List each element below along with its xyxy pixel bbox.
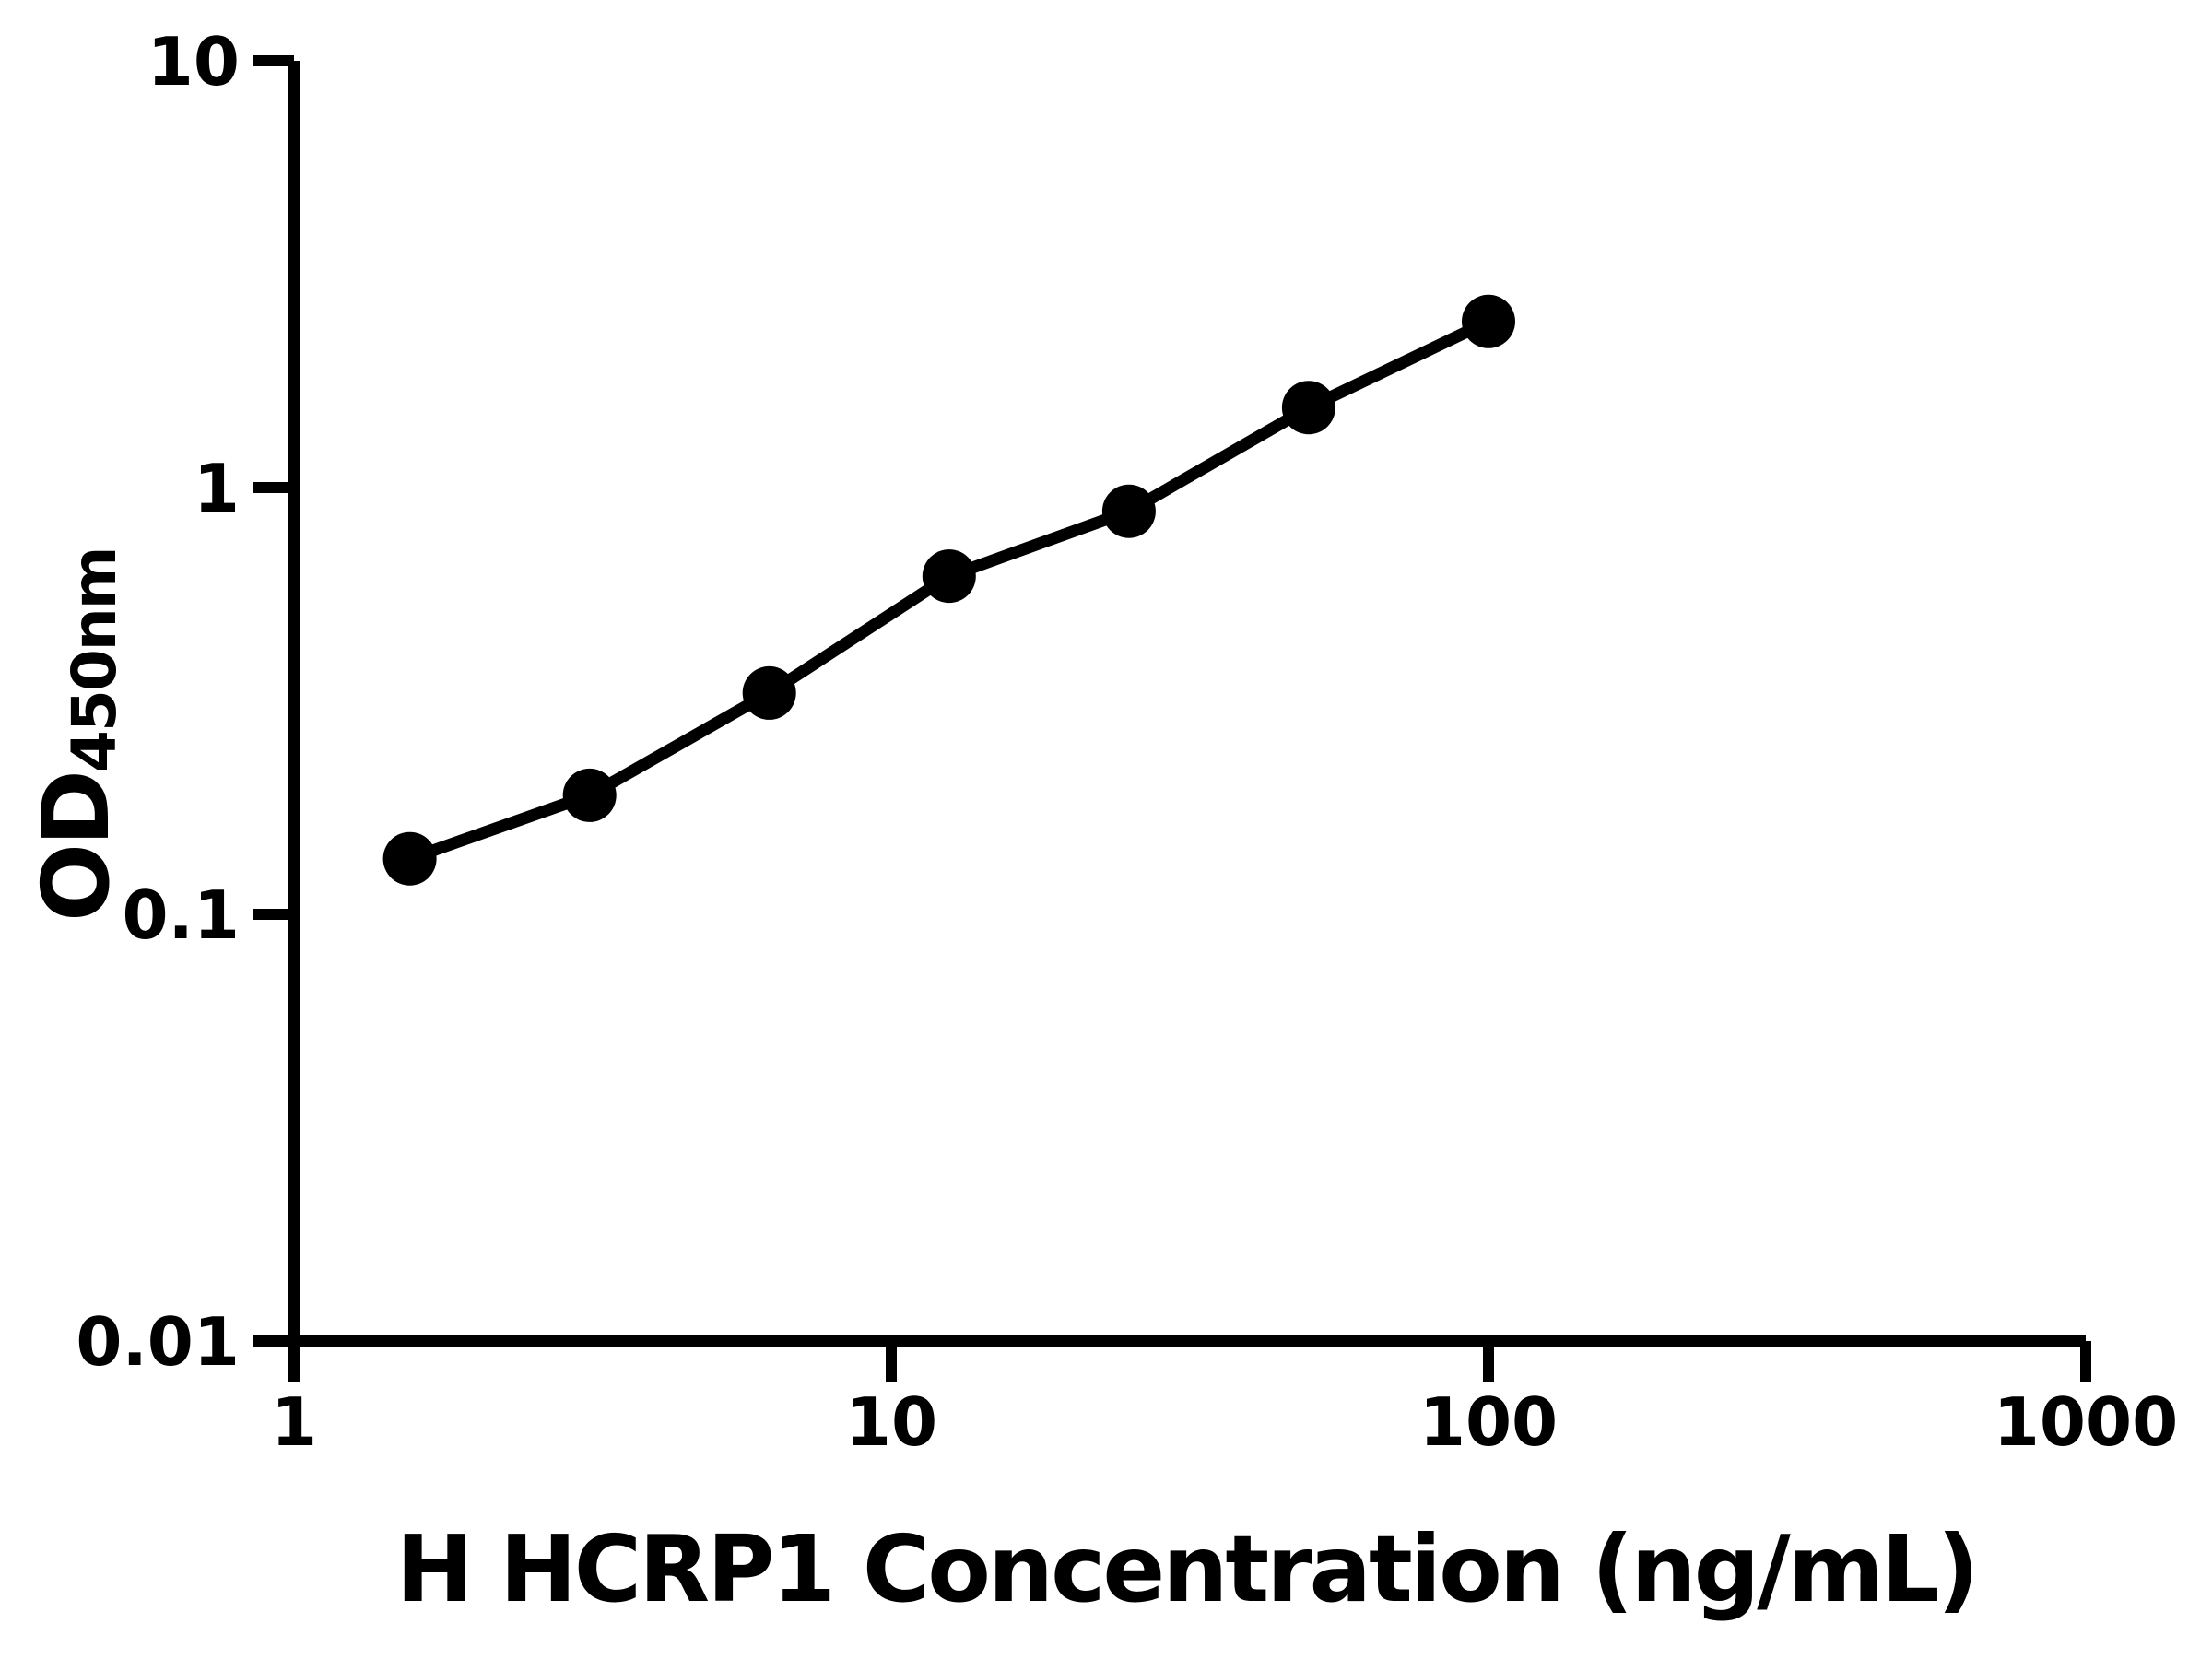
y-axis-title-main: OD — [22, 772, 130, 922]
x-tick-label: 100 — [1419, 1383, 1558, 1461]
x-axis-title: H HCRP1 Concentration (ng/mL) — [396, 1515, 1977, 1623]
data-point — [382, 831, 437, 886]
ticks-layer: 0.01 0.1 1 10 1 10 100 1000 — [76, 23, 2178, 1461]
x-tick-label: 1 — [271, 1383, 317, 1461]
y-tick-label: 0.1 — [122, 877, 240, 954]
data-point — [1462, 294, 1515, 348]
y-tick-label: 10 — [147, 23, 240, 100]
x-tick-label: 10 — [845, 1383, 937, 1461]
data-point — [742, 665, 796, 720]
y-tick-label: 0.01 — [76, 1303, 240, 1381]
y-tick-label: 1 — [194, 450, 240, 527]
series-layer — [382, 294, 1515, 886]
x-tick-label: 1000 — [1994, 1383, 2178, 1461]
data-point — [1101, 484, 1156, 538]
data-point — [562, 768, 617, 822]
axes-layer — [288, 61, 2086, 1347]
data-point — [1281, 381, 1335, 435]
data-point — [922, 549, 976, 604]
y-axis-title-subscript: 450nm — [59, 547, 130, 772]
y-axis-title: OD450nm — [22, 547, 130, 922]
